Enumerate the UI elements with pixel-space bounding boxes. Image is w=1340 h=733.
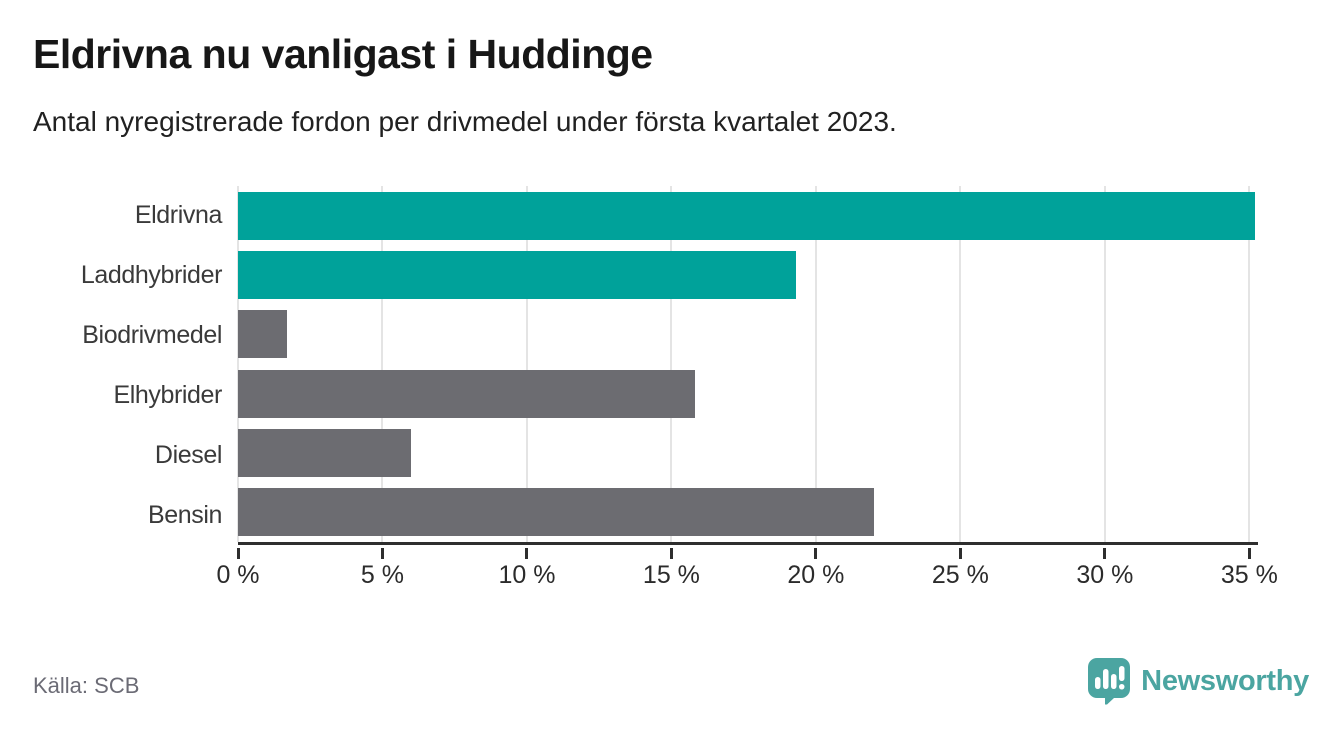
gridline-10 bbox=[525, 186, 528, 542]
x-tick-label: 15 % bbox=[642, 561, 700, 589]
category-label-laddhybrider: Laddhybrider bbox=[80, 261, 223, 290]
plot-area bbox=[237, 186, 1258, 545]
category-label-elhybrider: Elhybrider bbox=[113, 380, 222, 409]
x-tick-label: 30 % bbox=[1076, 561, 1134, 589]
bar-row bbox=[238, 364, 1258, 423]
gridline-20 bbox=[814, 186, 817, 542]
page-subtitle: Antal nyregistrerade fordon per drivmede… bbox=[33, 106, 897, 137]
category-label-biodrivmedel: Biodrivmedel bbox=[82, 321, 222, 350]
gridline-15 bbox=[670, 186, 673, 542]
x-tick-label: 5 % bbox=[360, 561, 405, 589]
bar-eldrivna bbox=[238, 191, 1256, 240]
bar-row bbox=[238, 483, 1258, 542]
gridlines-layer bbox=[237, 186, 1258, 542]
gridline-5 bbox=[381, 186, 384, 542]
category-label-bensin: Bensin bbox=[147, 500, 222, 529]
category-labels: Eldrivna Laddhybrider Biodrivmedel Elhybrid… bbox=[0, 186, 223, 545]
x-tick-mark bbox=[1103, 548, 1107, 559]
bar-diesel bbox=[238, 428, 412, 477]
x-tick-mark bbox=[236, 548, 240, 559]
x-tick-mark bbox=[669, 548, 673, 559]
x-tick-mark bbox=[380, 548, 384, 559]
x-tick-mark bbox=[525, 548, 529, 559]
gridline-35 bbox=[1248, 186, 1251, 542]
bars-layer bbox=[238, 186, 1258, 542]
bar-row bbox=[238, 245, 1258, 304]
bar-row bbox=[238, 305, 1258, 364]
bar-row bbox=[238, 423, 1258, 482]
category-label-eldrivna: Eldrivna bbox=[134, 201, 223, 230]
source-text: Källa: SCB bbox=[33, 673, 140, 698]
newsworthy-logo-text: Newsworthy bbox=[1141, 664, 1309, 697]
x-tick-label: 20 % bbox=[787, 561, 845, 589]
newsworthy-logo: Newsworthy bbox=[1087, 657, 1309, 705]
x-tick-label: 10 % bbox=[498, 561, 556, 589]
x-tick-mark bbox=[814, 548, 818, 559]
x-tick-label: 25 % bbox=[931, 561, 989, 589]
bar-biodrivmedel bbox=[238, 310, 288, 359]
page-title: Eldrivna nu vanligast i Huddinge bbox=[33, 31, 653, 77]
category-label-diesel: Diesel bbox=[154, 440, 222, 469]
gridline-0 bbox=[237, 186, 239, 542]
bar-laddhybrider bbox=[238, 250, 796, 299]
x-tick-mark bbox=[1247, 548, 1251, 559]
bar-chart: Eldrivna Laddhybrider Biodrivmedel Elhybrid… bbox=[0, 186, 1340, 589]
newsworthy-logo-icon bbox=[1087, 657, 1131, 705]
bar-row bbox=[238, 186, 1258, 245]
gridline-25 bbox=[959, 186, 962, 542]
x-tick-mark bbox=[958, 548, 962, 559]
x-axis: 0 % 5 % 10 % 15 % 20 % 25 % 30 % 35 % bbox=[216, 548, 1278, 589]
bar-bensin bbox=[238, 488, 874, 537]
bar-elhybrider bbox=[238, 369, 695, 418]
x-tick-label: 0 % bbox=[216, 561, 260, 589]
gridline-30 bbox=[1103, 186, 1106, 542]
x-tick-label: 35 % bbox=[1220, 561, 1278, 589]
